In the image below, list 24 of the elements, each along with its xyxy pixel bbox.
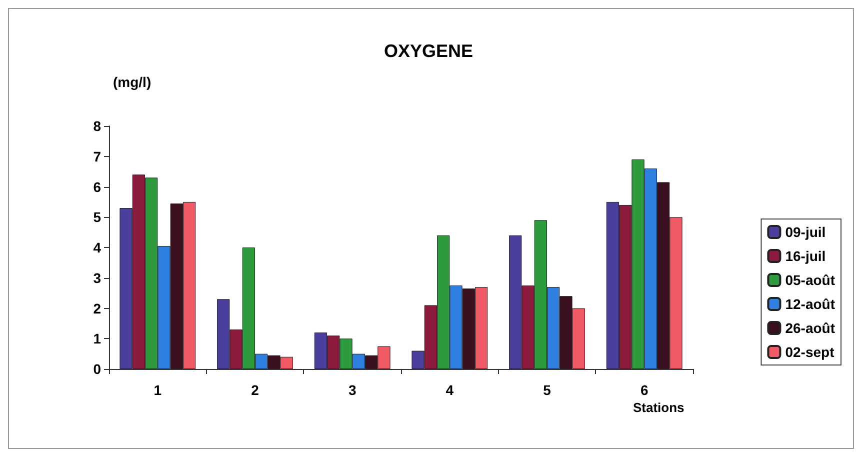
x-tick-label: 2 bbox=[251, 382, 260, 398]
legend-label: 05-août bbox=[785, 272, 836, 288]
y-tick-label: 8 bbox=[93, 118, 102, 134]
x-tick-label: 3 bbox=[348, 382, 356, 398]
legend-label: 09-juil bbox=[785, 224, 826, 240]
y-tick-label: 4 bbox=[93, 240, 102, 256]
legend-label: 16-juil bbox=[785, 248, 826, 264]
x-tick-label: 6 bbox=[640, 382, 648, 398]
legend-label: 02-sept bbox=[785, 344, 835, 360]
y-tick-label: 1 bbox=[93, 330, 102, 347]
y-tick-label: 2 bbox=[93, 300, 102, 316]
y-tick-label: 6 bbox=[93, 178, 102, 195]
legend-label: 12-août bbox=[785, 296, 836, 312]
y-axis-title: (mg/l) bbox=[113, 74, 152, 90]
chart-title: OXYGENE bbox=[384, 41, 474, 61]
x-tick-label: 5 bbox=[543, 382, 552, 398]
x-axis-title: Stations bbox=[633, 400, 684, 415]
y-tick-label: 3 bbox=[93, 270, 102, 286]
x-tick-label: 1 bbox=[154, 382, 162, 398]
y-tick-label: 7 bbox=[93, 148, 102, 164]
legend-label: 26-août bbox=[785, 320, 836, 336]
y-tick-label: 5 bbox=[93, 209, 102, 226]
x-tick-label: 4 bbox=[446, 382, 454, 398]
y-tick-label: 0 bbox=[93, 361, 102, 377]
